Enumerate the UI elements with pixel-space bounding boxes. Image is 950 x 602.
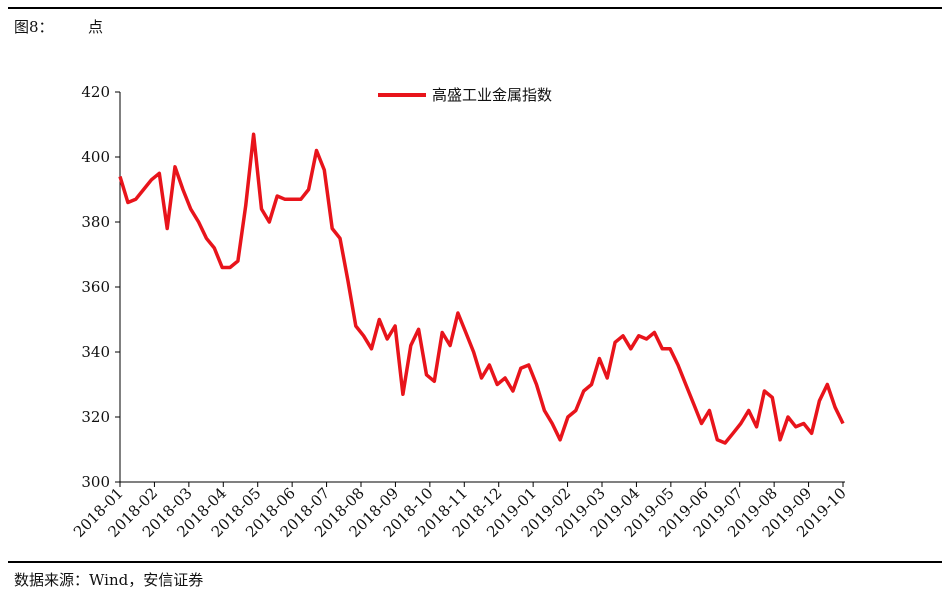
series-line [118,132,845,445]
y-tick-label: 360 [81,278,110,296]
y-tick-label: 380 [81,213,110,231]
chart-subtitle: 点 [88,18,103,36]
y-tick-label: 320 [81,408,110,426]
y-tick-label: 400 [81,148,110,166]
y-tick-label: 340 [81,343,110,361]
chart-title: 图8： [14,18,54,36]
source-note: 数据来源：Wind，安信证券 [14,571,203,589]
legend-label: 高盛工业金属指数 [432,86,552,104]
y-tick-label: 300 [81,473,110,491]
y-tick-label: 420 [81,83,110,101]
